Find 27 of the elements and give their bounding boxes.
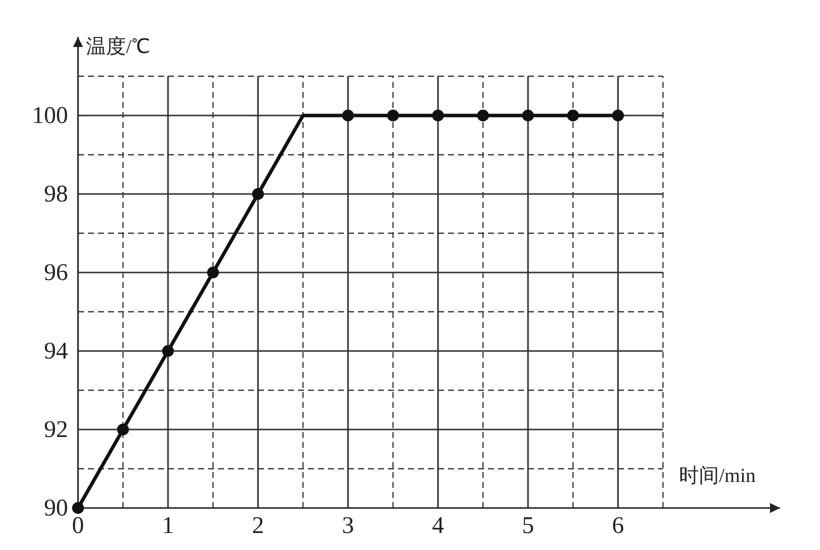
x-tick-label: 6 [612, 513, 624, 540]
point [477, 110, 489, 122]
x-tick-label: 0 [72, 513, 84, 540]
y-tick-label: 98 [44, 182, 68, 208]
x-tick-label: 1 [162, 513, 174, 540]
y-tick-label: 94 [44, 338, 68, 365]
x-tick-label: 4 [432, 513, 444, 540]
point [252, 188, 264, 200]
point [72, 502, 84, 514]
point [342, 110, 354, 122]
y-tick-label: 100 [32, 103, 68, 130]
point [432, 110, 444, 122]
point [387, 110, 399, 122]
y-tick-label: 92 [44, 417, 68, 444]
y-tick-label: 96 [44, 260, 68, 286]
point [612, 110, 624, 122]
point [162, 345, 174, 357]
point [207, 266, 219, 278]
point [567, 110, 579, 122]
point [522, 110, 534, 122]
point [117, 424, 129, 436]
y-tick-label: 90 [44, 496, 68, 522]
x-axis-title: 时间/min [679, 465, 756, 487]
x-tick-label: 2 [252, 513, 264, 540]
y-axis-title: 温度/℃ [86, 36, 150, 58]
x-tick-label: 3 [342, 513, 354, 540]
x-tick-label: 5 [522, 513, 534, 540]
